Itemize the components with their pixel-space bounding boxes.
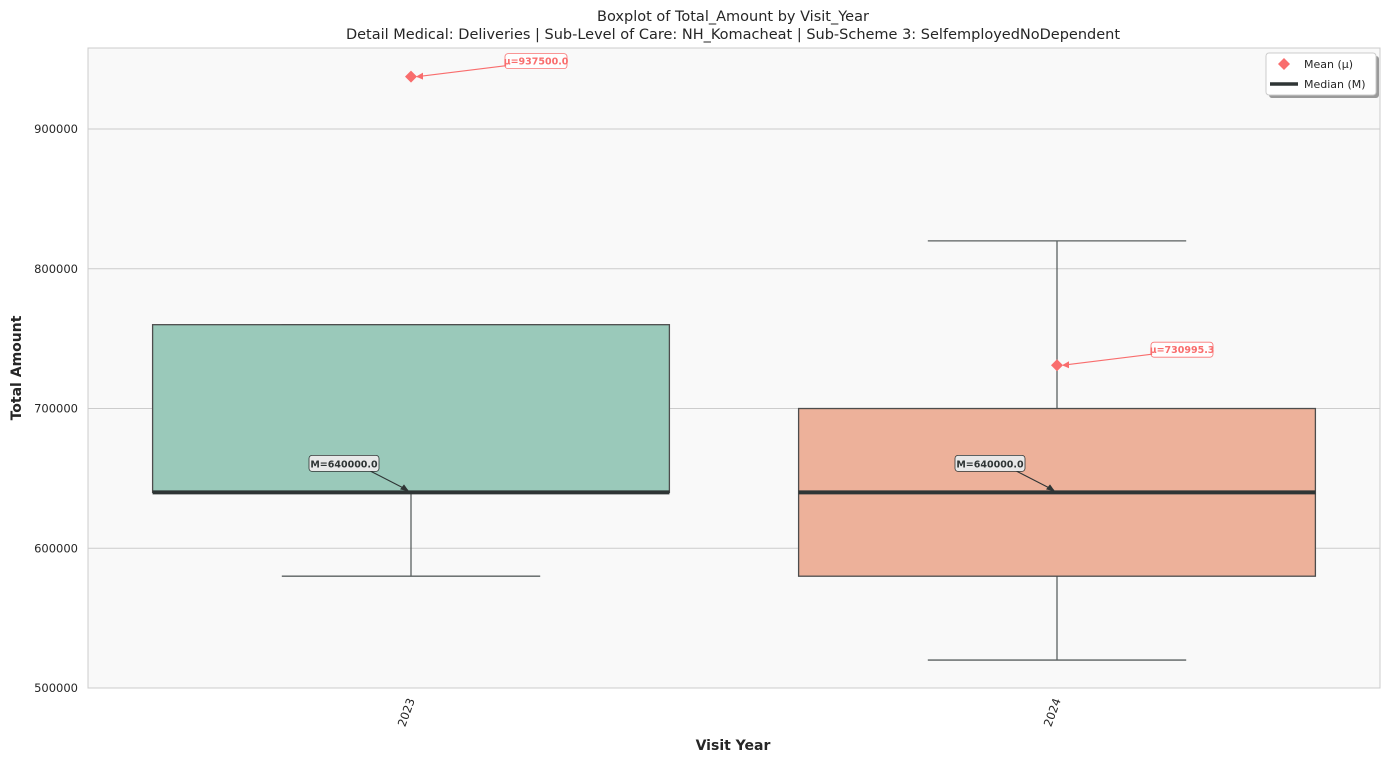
mean-label-box [504, 53, 568, 70]
legend: Mean (μ) Median (M) [1265, 52, 1379, 98]
x-axis-label: Visit Year [696, 738, 771, 754]
annotations: μ=937500.0 M=640000.0 μ=730995.3 M=640000.0 [308, 53, 1215, 492]
y-tick-label: 700000 [34, 402, 78, 416]
mean-label: μ=937500.0 [504, 57, 569, 68]
chart-subtitle: Detail Medical: Deliveries | Sub-Level o… [346, 27, 1120, 43]
y-tick-label: 500000 [34, 681, 78, 695]
y-axis-label: Total Amount [9, 315, 25, 420]
median-label: M=640000.0 [310, 459, 378, 470]
legend-label: Mean (μ) [1304, 58, 1353, 71]
median-arrow [1014, 469, 1055, 491]
x-tick-labels: 2023 2024 [395, 696, 1064, 728]
median-arrow-head [1046, 484, 1055, 492]
boxes [151, 70, 1317, 661]
mean-arrow [416, 65, 507, 78]
mean-marker [405, 70, 417, 83]
median-label-box [308, 454, 380, 472]
mean-arrow-head [1062, 361, 1069, 369]
mean-marker [1051, 359, 1063, 372]
x-tick-label: 2024 [1041, 696, 1064, 728]
mean-label-box [1150, 341, 1214, 358]
mean-arrow-head [416, 72, 423, 80]
median-arrow-head [400, 484, 409, 492]
mean-label: μ=730995.3 [1150, 345, 1215, 356]
median-arrow [368, 469, 409, 491]
mean-arrow [1062, 353, 1153, 366]
x-tick-label: 2023 [395, 696, 418, 728]
median-label: M=640000.0 [956, 459, 1024, 470]
y-tick-label: 600000 [34, 541, 78, 555]
y-tick-labels: 500000 600000 700000 800000 900000 [34, 122, 78, 695]
median-label-box [954, 454, 1026, 472]
chart-title: Boxplot of Total_Amount by Visit_Year [597, 9, 869, 25]
y-tick-label: 800000 [34, 262, 78, 276]
y-tick-label: 900000 [34, 122, 78, 136]
legend-label: Median (M) [1304, 78, 1366, 91]
box-2023 [151, 324, 671, 494]
legend-mean-marker [1278, 58, 1290, 70]
